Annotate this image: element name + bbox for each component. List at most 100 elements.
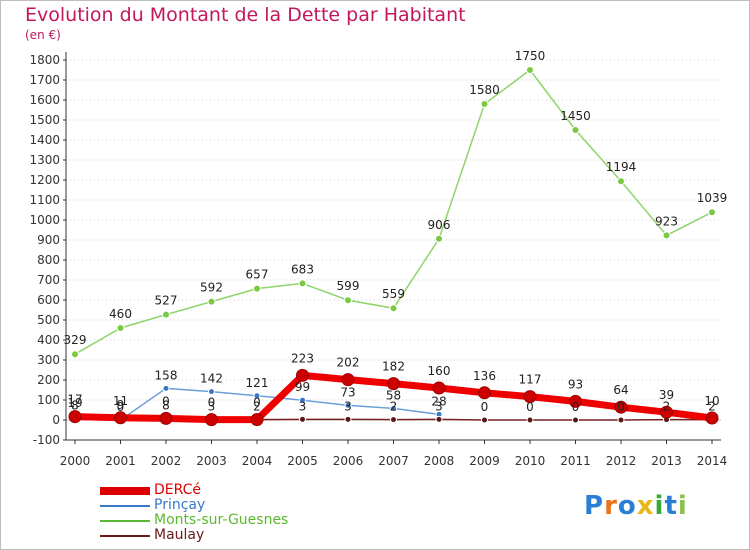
data-label: 2 [390, 400, 398, 414]
x-tick-label: 2005 [287, 454, 318, 468]
y-tick-label: 800 [37, 253, 60, 267]
data-label: 0 [572, 400, 580, 414]
x-tick-label: 2003 [196, 454, 227, 468]
data-label: 39 [659, 388, 674, 402]
data-label: 599 [337, 279, 360, 293]
data-label: 559 [382, 287, 405, 301]
data-label: 58 [386, 388, 401, 402]
data-point [162, 310, 170, 319]
data-point [344, 415, 352, 423]
data-label: 592 [200, 281, 223, 295]
y-tick-label: 900 [37, 233, 60, 247]
legend-label: Maulay [154, 527, 205, 543]
logo-letter: P [584, 491, 605, 521]
data-point [390, 404, 397, 412]
data-label: 0 [162, 394, 170, 408]
data-label: 906 [428, 218, 451, 232]
data-point [478, 386, 491, 400]
y-tick-label: 400 [37, 333, 60, 347]
data-point [387, 377, 400, 391]
data-label: 3 [299, 399, 307, 413]
data-point [526, 416, 534, 424]
x-tick-label: 2000 [60, 454, 91, 468]
x-tick-label: 2009 [469, 454, 500, 468]
legend-label: Monts-sur-Guesnes [154, 512, 289, 528]
legend-swatch [100, 535, 150, 537]
data-point [68, 410, 82, 424]
x-tick-label: 2004 [242, 454, 273, 468]
logo-letter: o [617, 491, 637, 521]
data-point [614, 400, 628, 414]
data-label: 2 [663, 400, 671, 414]
data-point [389, 304, 398, 313]
y-tick-label: 500 [37, 313, 60, 327]
x-tick-label: 2001 [105, 454, 136, 468]
data-label: 0 [117, 400, 125, 414]
data-point [71, 350, 79, 359]
y-tick-label: 1200 [29, 173, 60, 187]
data-point [159, 411, 173, 425]
data-point [296, 368, 309, 382]
x-tick-label: 2002 [151, 454, 182, 468]
data-label: 0 [253, 396, 261, 410]
data-label: 117 [519, 373, 542, 387]
chart-title: Evolution du Montant de la Dette par Hab… [25, 4, 466, 26]
x-tick-label: 2013 [651, 454, 682, 468]
data-label: 2 [253, 400, 261, 414]
data-label: 3 [344, 399, 352, 413]
x-tick-label: 2006 [333, 454, 364, 468]
data-label: 8 [162, 398, 170, 412]
y-tick-label: 1000 [29, 213, 60, 227]
data-point [571, 126, 580, 134]
data-label: 73 [340, 385, 355, 399]
y-tick-label: 200 [37, 373, 60, 387]
series-princay [71, 384, 443, 424]
logo-letter: x [636, 491, 655, 521]
data-point [344, 401, 352, 409]
logo-letter: t [664, 491, 678, 521]
data-point [523, 390, 537, 404]
y-tick-label: 0 [52, 413, 60, 427]
data-point [526, 66, 534, 74]
data-label: 0 [526, 400, 534, 414]
proxiti-logo: Proxiti [584, 491, 688, 521]
data-point [390, 416, 397, 424]
y-tick-label: 1800 [29, 53, 60, 67]
data-label: 99 [295, 380, 310, 394]
data-point [572, 416, 579, 424]
data-point [299, 396, 306, 404]
data-label: 142 [200, 372, 223, 386]
legend-swatch [100, 520, 150, 522]
x-tick-label: 2008 [424, 454, 455, 468]
data-label: 160 [428, 364, 451, 378]
data-label: 158 [155, 368, 178, 382]
data-point [253, 284, 261, 293]
data-label: 2 [708, 400, 716, 414]
data-point [617, 177, 625, 186]
data-point [299, 415, 306, 423]
data-label: 0 [208, 396, 216, 410]
x-tick-label: 2012 [606, 454, 637, 468]
data-label: 8 [71, 398, 79, 412]
data-label: 460 [109, 307, 132, 321]
legend-swatch [100, 487, 150, 495]
data-point [435, 234, 443, 243]
data-label: 329 [64, 333, 87, 347]
data-label: 0 [617, 400, 625, 414]
data-label: 0 [481, 400, 489, 414]
data-label: 1750 [515, 49, 546, 63]
x-tick-label: 2014 [697, 454, 728, 468]
data-label: 3 [208, 399, 216, 413]
data-label: 9 [117, 398, 125, 412]
x-tick-label: 2007 [378, 454, 409, 468]
y-tick-label: 1300 [29, 153, 60, 167]
logo-letter: i [677, 491, 688, 521]
data-point [162, 384, 170, 392]
y-tick-label: 700 [37, 273, 60, 287]
data-point [205, 413, 218, 427]
data-label: 1194 [606, 160, 637, 174]
data-point [617, 416, 625, 424]
data-label: 136 [473, 369, 496, 383]
